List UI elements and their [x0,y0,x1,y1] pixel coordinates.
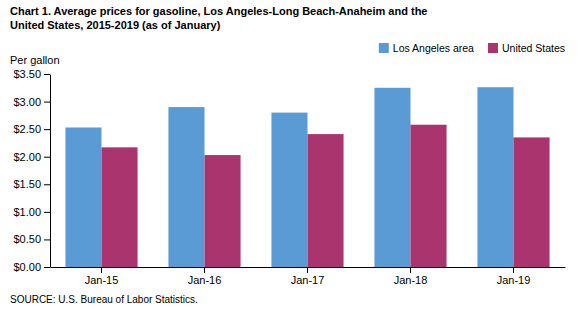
legend-label: Los Angeles area [393,42,474,54]
y-tick-mark [44,102,50,103]
y-tick: $0.00 [13,261,50,273]
y-tick: $2.00 [13,151,50,163]
plot-area: $0.00 $0.50 $1.00 $1.50 $2.00 $2.50 $3.00 $3.50… [13,68,565,286]
y-tick: $1.00 [13,206,50,218]
x-tick-label: Jan-19 [497,274,531,286]
x-tick-mark [513,267,514,273]
x-tick-label: Jan-16 [188,274,222,286]
x-tick-label: Jan-17 [291,274,325,286]
bar [65,127,101,267]
y-tick-mark [44,157,50,158]
bar [271,113,307,267]
bar [102,147,138,267]
title: Chart 1. Average prices for gasoline, Lo… [10,5,427,31]
bar [514,137,550,267]
y-label: Per gallon [10,54,60,66]
x-tick-mark [410,267,411,273]
x-tick-label: Jan-18 [394,274,428,286]
bar-series [102,125,550,267]
legend-swatch [379,43,389,53]
annotation: SOURCE: U.S. Bureau of Labor Statistics. [10,294,198,305]
y-tick: $3.00 [13,96,50,108]
y-tick-mark [44,129,50,130]
y-tick: $2.50 [13,123,50,135]
y-tick-label: $0.00 [13,261,41,273]
legend-item: United States [488,42,565,54]
y-tick-label: $1.50 [13,178,41,190]
x-tick: Jan-18 [394,267,428,286]
x-tick-mark [204,267,205,273]
y-tick-label: $1.00 [13,206,41,218]
y-tick-mark [44,74,50,75]
y-tick-label: $3.00 [13,96,41,108]
y-tick-label: $0.50 [13,233,41,245]
bar [168,107,204,267]
y-tick-mark [44,212,50,213]
legend-label: United States [502,42,565,54]
legend-item: Los Angeles area [379,42,474,54]
legend-swatch [488,43,498,53]
bar [411,125,447,267]
bar [374,88,410,267]
y-tick: $3.50 [13,68,50,80]
bar-series [65,87,513,267]
bar [477,87,513,267]
y-tick: $0.50 [13,233,50,245]
x-tick: Jan-15 [85,267,119,286]
x-tick: Jan-19 [497,267,531,286]
y-axis-line [50,75,51,268]
legend: Los Angeles area United States [379,42,565,54]
y-tick-label: $2.50 [13,123,41,135]
x-axis: Jan-15 Jan-16 Jan-17 Jan-18 Jan-19 [51,267,566,286]
x-tick: Jan-16 [188,267,222,286]
x-tick-label: Jan-15 [85,274,119,286]
y-tick-mark [44,239,50,240]
y-tick: $1.50 [13,178,50,190]
y-tick-label: $2.00 [13,151,41,163]
x-tick-mark [101,267,102,273]
y-tick-mark [44,267,50,268]
y-axis: $0.00 $0.50 $1.00 $1.50 $2.00 $2.50 $3.00 $3.50 [13,68,50,273]
y-tick-mark [44,184,50,185]
bar [308,134,344,267]
x-tick-mark [307,267,308,273]
x-tick: Jan-17 [291,267,325,286]
bar [205,155,241,267]
y-tick-label: $3.50 [13,68,41,80]
bars [65,87,549,267]
chart: Chart 1. Average prices for gasoline, Lo… [0,0,579,309]
